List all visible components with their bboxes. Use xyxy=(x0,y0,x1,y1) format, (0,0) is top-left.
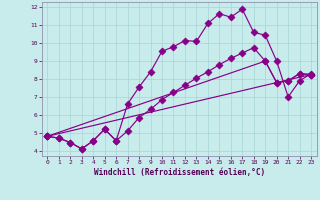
X-axis label: Windchill (Refroidissement éolien,°C): Windchill (Refroidissement éolien,°C) xyxy=(94,168,265,177)
